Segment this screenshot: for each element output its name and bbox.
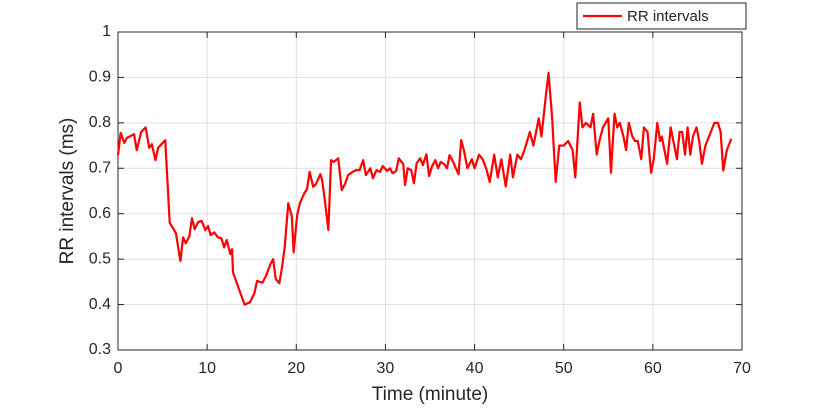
y-tick-label: 0.6: [89, 205, 111, 222]
axes-box: [117, 31, 743, 351]
x-tick-label: 0: [114, 360, 123, 377]
legend-label: RR intervals: [627, 8, 709, 25]
data-line: [116, 71, 733, 306]
y-axis-label: RR intervals (ms): [57, 118, 78, 265]
y-tick-label: 0.3: [89, 341, 111, 358]
y-tick-label: 0.8: [89, 114, 111, 131]
y-tick-label: 1: [102, 23, 111, 40]
x-tick-label: 60: [644, 360, 662, 377]
y-tick-label: 0.7: [89, 160, 111, 177]
y-tick-label: 0.9: [89, 69, 111, 86]
x-tick-label: 70: [733, 360, 751, 377]
x-tick-label: 40: [466, 360, 484, 377]
y-tick-label: 0.5: [89, 250, 111, 267]
y-tick-label: 0.4: [89, 296, 111, 313]
x-tick-label: 10: [198, 360, 216, 377]
x-tick-label: 50: [555, 360, 573, 377]
x-axis-label: Time (minute): [372, 384, 488, 405]
x-tick-label: 30: [377, 360, 395, 377]
plot-area: [118, 32, 742, 350]
x-tick-label: 20: [287, 360, 305, 377]
